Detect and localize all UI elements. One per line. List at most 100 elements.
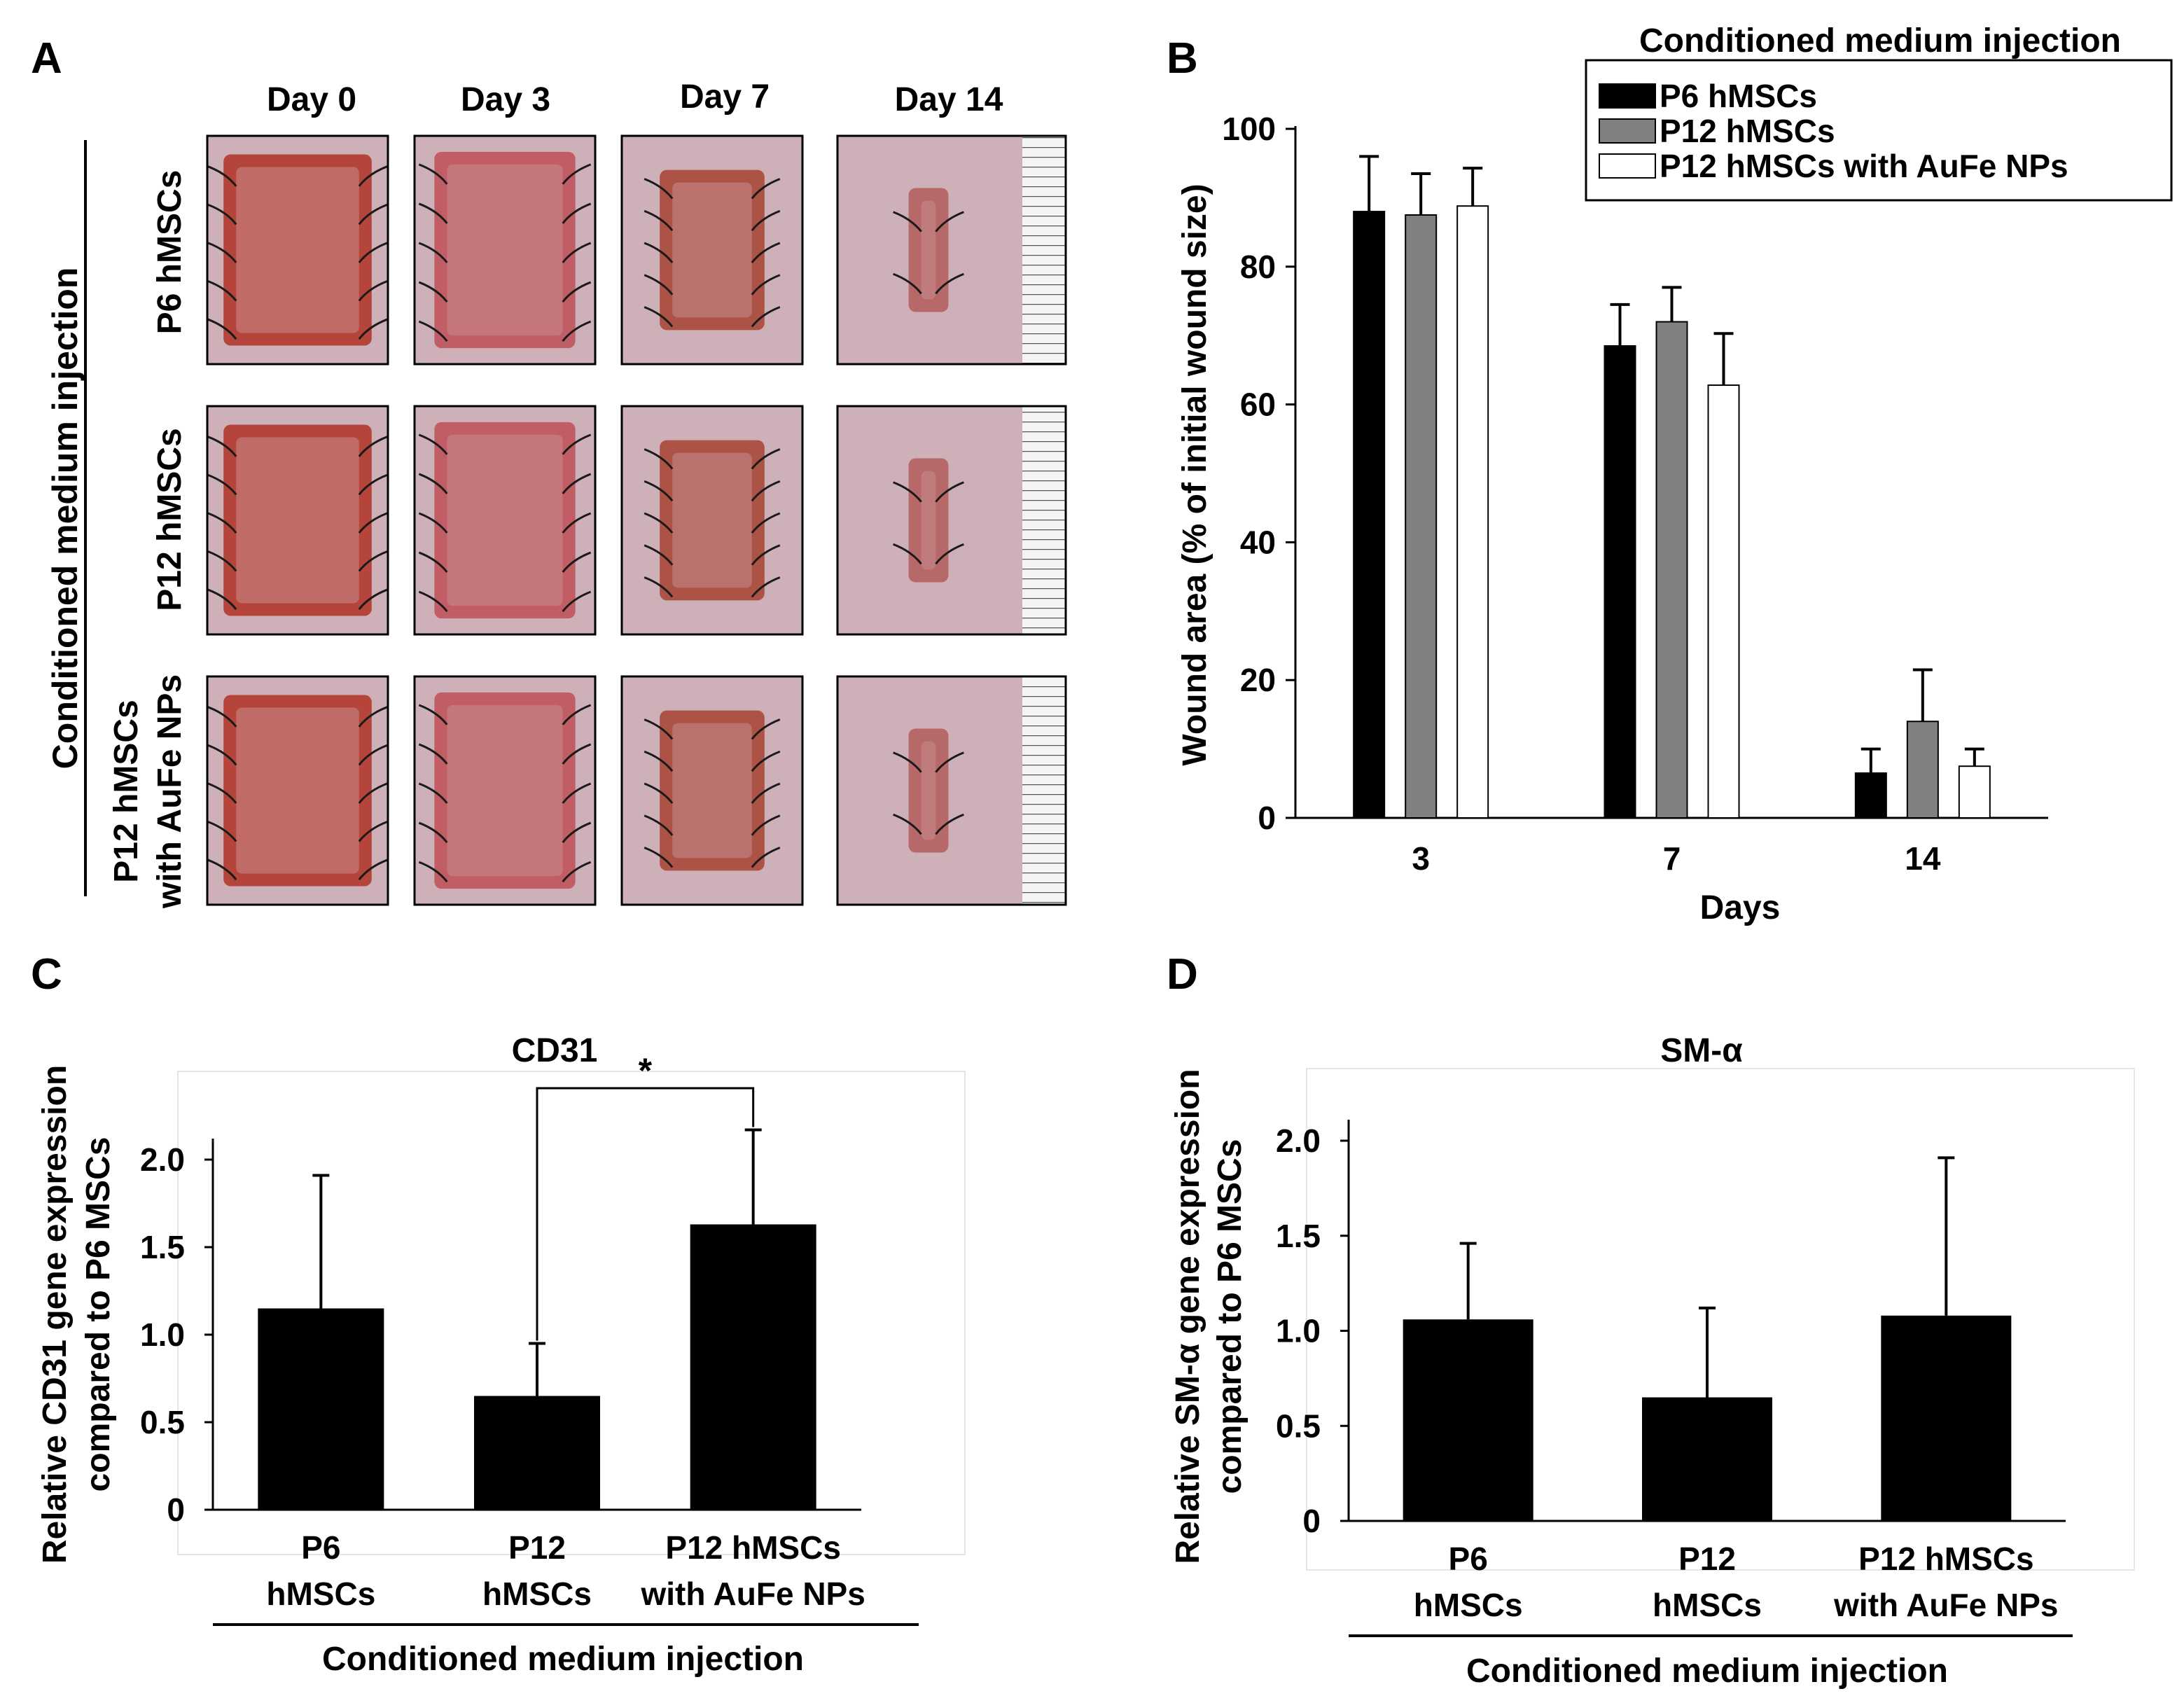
suture [418, 242, 448, 263]
chart-d-y-axis-label-line1: Relative SM-α gene expression [1169, 1069, 1206, 1564]
suture [418, 473, 448, 494]
chart-c-y-tick-label: 1.5 [140, 1229, 185, 1265]
chart-d-x-tick-label: hMSCs [1653, 1587, 1762, 1623]
suture [207, 165, 237, 187]
photo-border [620, 405, 804, 636]
suture [418, 281, 448, 303]
suture [893, 211, 922, 232]
chart-b-bar [1958, 765, 1991, 819]
wound-photo-r3-c1 [206, 675, 389, 906]
photo-border [206, 134, 389, 366]
suture [644, 718, 674, 740]
suture [751, 718, 781, 740]
suture [207, 588, 237, 611]
chart-c-group-label: Conditioned medium injection [322, 1641, 804, 1678]
suture [418, 163, 448, 185]
suture [935, 481, 964, 503]
row-label-p12-aufe-line2: with AuFe NPs [151, 674, 188, 909]
suture [207, 744, 237, 766]
panel-label-d: D [1167, 950, 1198, 999]
suture [207, 204, 237, 225]
suture [207, 318, 237, 340]
suture [644, 782, 674, 804]
panel-label-c: C [31, 950, 62, 999]
suture [418, 202, 448, 224]
wound-photo-r1-c2 [413, 134, 597, 366]
chart-b-x-tick-label: 7 [1663, 840, 1681, 877]
chart-b-x-tick-label: 3 [1412, 840, 1430, 877]
suture [562, 821, 592, 844]
suture [358, 588, 388, 611]
wound-center [447, 704, 563, 877]
column-label-day-3: Day 3 [461, 81, 550, 118]
suture [358, 782, 388, 804]
wound-photo-r3-c2 [413, 675, 597, 906]
chart-b-title: Conditioned medium injection [1639, 22, 2121, 60]
suture [418, 433, 448, 455]
suture [358, 280, 388, 302]
suture [207, 436, 237, 457]
chart-b-legend-swatch [1599, 83, 1656, 109]
suture [644, 750, 674, 772]
chart-c-y-axis-label-line1: Relative CD31 gene expression [36, 1065, 74, 1564]
ruler [1022, 676, 1066, 905]
chart-b-bar [1854, 772, 1887, 819]
chart-c-x-tick-label: P12 [508, 1529, 566, 1566]
suture [207, 280, 237, 302]
chart-d-bar [1881, 1315, 2012, 1521]
chart-d-x-tick-label: hMSCs [1414, 1587, 1523, 1623]
suture [562, 202, 592, 224]
suture [418, 821, 448, 844]
suture [358, 318, 388, 340]
suture [562, 861, 592, 883]
chart-d-x-tick-label: P6 [1449, 1541, 1488, 1577]
wound-photo-r2-c1 [206, 405, 389, 636]
suture [358, 706, 388, 728]
chart-d-y-tick-label: 1.0 [1276, 1313, 1321, 1349]
chart-b-bar [1405, 214, 1438, 819]
suture [644, 178, 674, 200]
column-label-day-0: Day 0 [267, 81, 356, 118]
suture [751, 274, 781, 296]
wound-photo-r2-c4 [836, 405, 1067, 636]
suture [562, 473, 592, 494]
suture [751, 782, 781, 804]
panel-b-wound-area-chart: Conditioned medium injection P6 hMSCsP12… [1176, 22, 2173, 926]
suture [751, 750, 781, 772]
chart-b-x-tick-label: 14 [1905, 840, 1941, 877]
wound-center [236, 437, 359, 604]
chart-d-y-tick-label: 0.5 [1276, 1407, 1321, 1444]
chart-b-legend-box [1585, 59, 2173, 202]
suture [562, 590, 592, 613]
suture [418, 320, 448, 342]
row-label-p6: P6 hMSCs [151, 170, 188, 335]
suture [644, 847, 674, 868]
suture [935, 813, 964, 835]
suture [562, 782, 592, 804]
suture [562, 551, 592, 574]
chart-b-legend-label: P6 hMSCs [1660, 78, 1817, 114]
chart-d-x-tick-label: P12 hMSCs [1858, 1541, 2034, 1577]
chart-d-bar [1642, 1397, 1772, 1521]
chart-c-y-tick-label: 2.0 [140, 1141, 185, 1178]
suture [207, 706, 237, 728]
chart-b-bar [1655, 321, 1688, 819]
chart-d-x-tick-label: with AuFe NPs [1833, 1587, 2058, 1623]
suture [893, 481, 922, 503]
suture [751, 480, 781, 502]
wound-center [447, 164, 563, 336]
wound-center [447, 434, 563, 606]
photo-border [413, 675, 597, 906]
chart-b-y-tick-label: 60 [1240, 387, 1276, 423]
suture [207, 512, 237, 534]
suture [358, 474, 388, 496]
suture [644, 480, 674, 502]
wound-center [672, 182, 752, 318]
suture [562, 743, 592, 765]
chart-b-bar [1456, 205, 1489, 819]
suture [562, 704, 592, 725]
suture [562, 281, 592, 303]
suture [358, 550, 388, 572]
suture [562, 163, 592, 185]
chart-b-bar [1353, 211, 1386, 819]
